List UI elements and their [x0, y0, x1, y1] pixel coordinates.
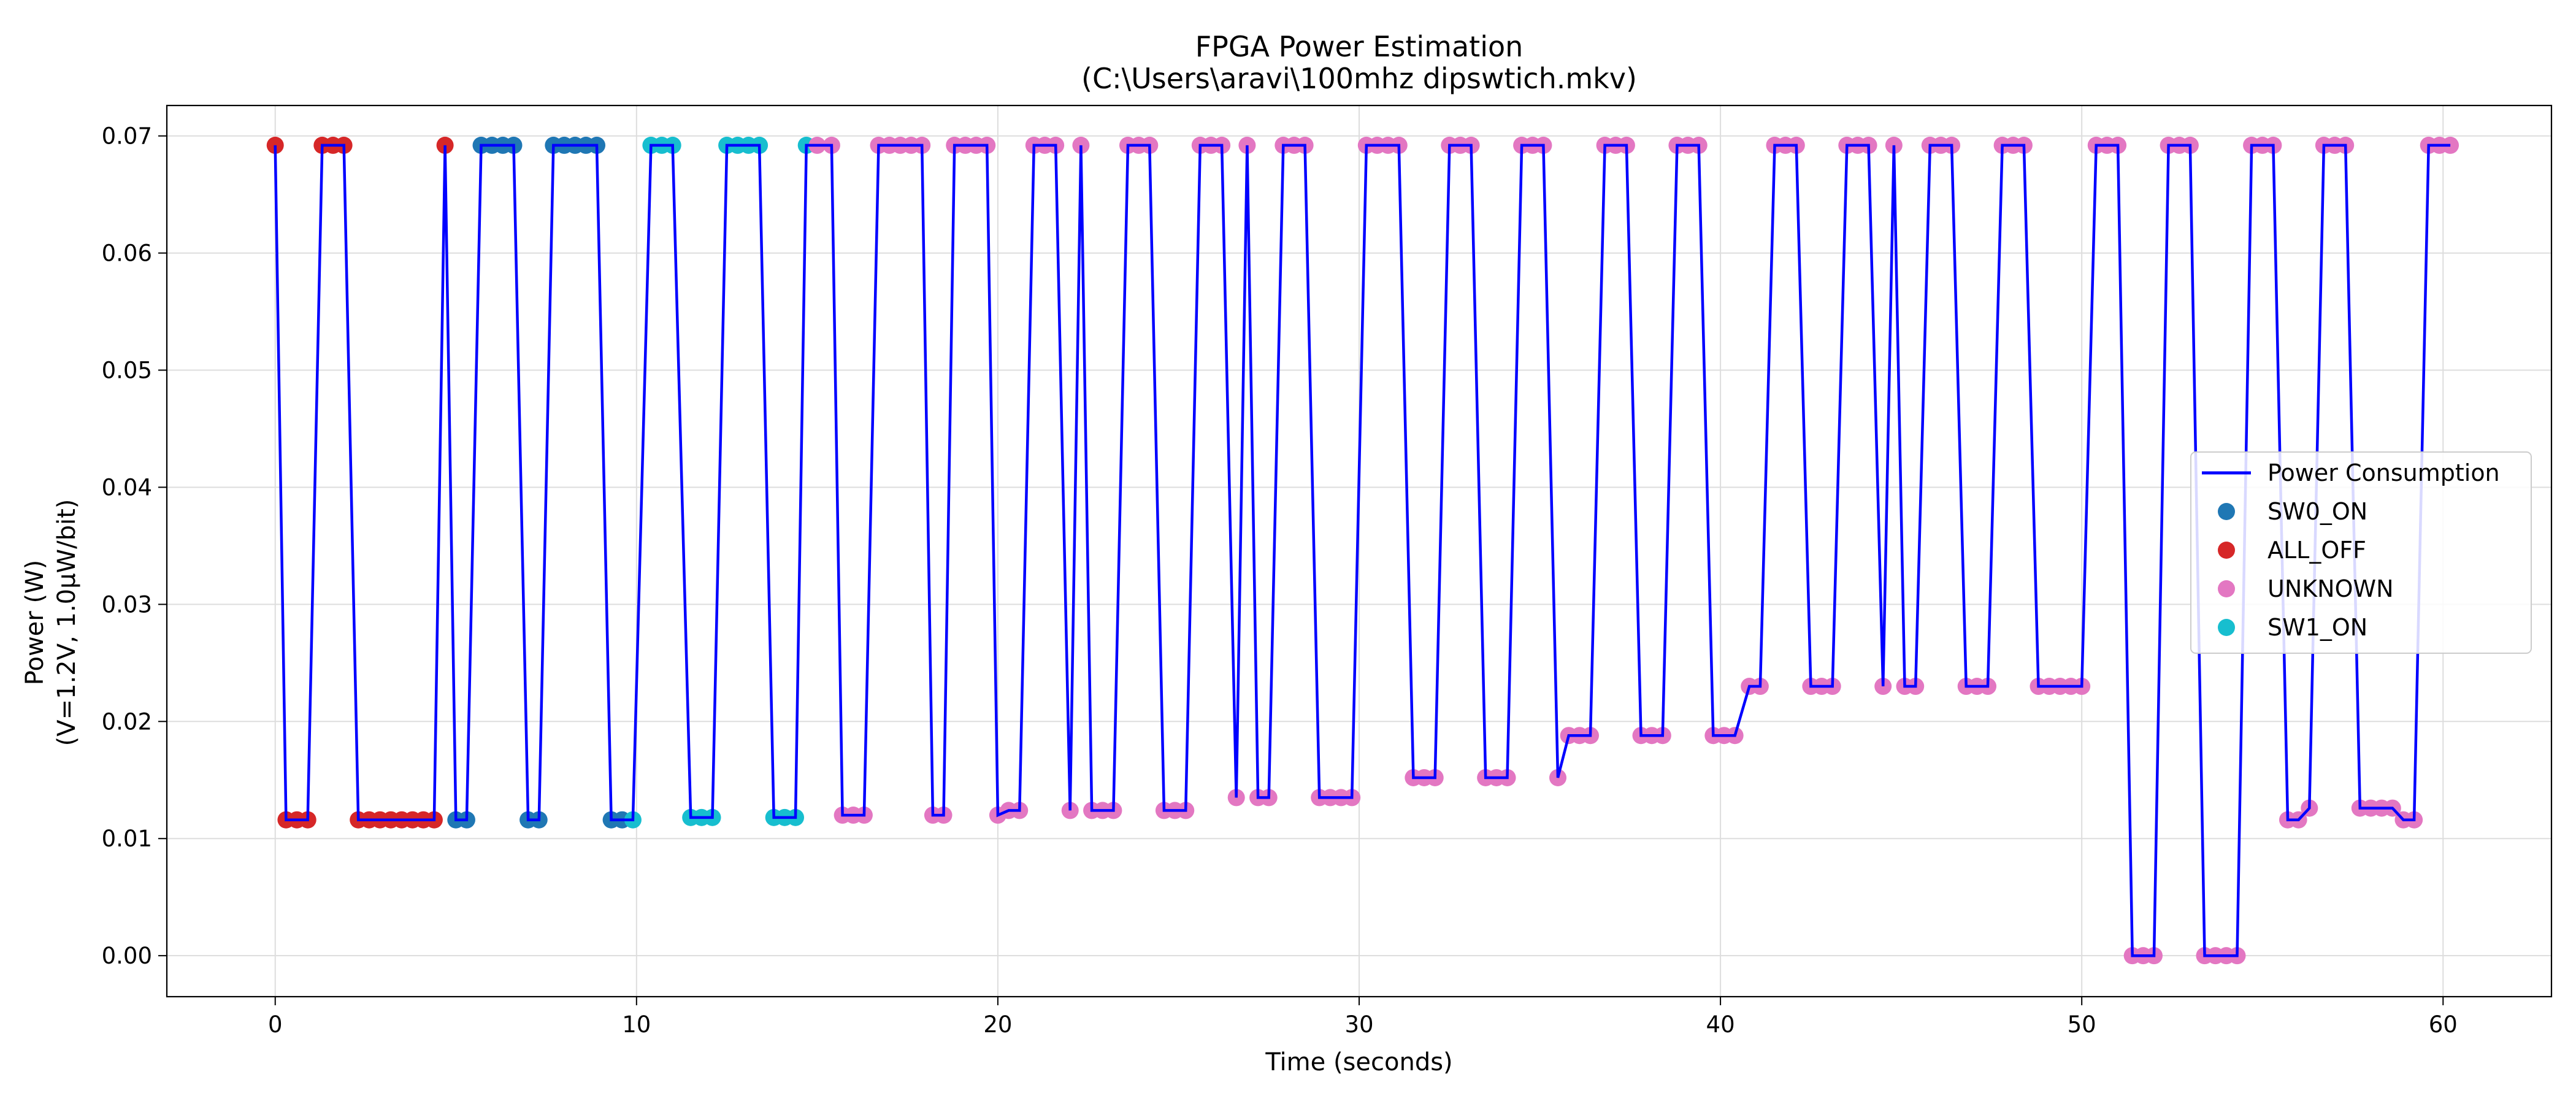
y-tick-label: 0.03 [102, 591, 152, 618]
grid-lines [167, 105, 2551, 997]
x-tick-label: 20 [983, 1011, 1012, 1038]
x-tick-label: 40 [1706, 1011, 1735, 1038]
x-tick-label: 10 [622, 1011, 651, 1038]
legend-marker-swatch [2218, 542, 2235, 559]
y-tick-label: 0.01 [102, 826, 152, 852]
y-tick-label: 0.02 [102, 708, 152, 735]
legend-marker-swatch [2218, 580, 2235, 597]
legend-item-sw1-on: SW1_ON [2218, 614, 2367, 641]
y-axis-label: Power (W) [21, 560, 49, 685]
x-tick-label: 60 [2429, 1011, 2458, 1038]
y-tick-label: 0.04 [102, 474, 152, 500]
y-tick-label: 0.07 [102, 123, 152, 150]
legend: Power Consumption SW0_ON ALL_OFF UNKNOWN SW1… [2190, 451, 2532, 654]
y-tick-label: 0.05 [102, 358, 152, 384]
legend-item-all-off: ALL_OFF [2218, 537, 2366, 564]
chart-subtitle: (C:\Users\aravi\100mhz dipswtich.mkv) [1081, 62, 1637, 95]
legend-item-unknown: UNKNOWN [2218, 575, 2394, 602]
y-axis-ticks: 0.00 0.01 0.02 0.03 0.04 0.05 0.06 0.07 [102, 123, 167, 969]
legend-item-power-consumption: Power Consumption [2202, 459, 2500, 486]
y-axis-label-units: (V=1.2V, 1.0µW/bit) [53, 499, 81, 746]
x-tick-label: 50 [2068, 1011, 2096, 1038]
legend-box [2190, 451, 2532, 654]
legend-label: SW0_ON [2267, 498, 2367, 525]
x-axis-label: Time (seconds) [1265, 1048, 1452, 1076]
legend-label: SW1_ON [2267, 614, 2367, 641]
chart-title: FPGA Power Estimation [1195, 30, 1524, 63]
y-tick-label: 0.00 [102, 943, 152, 969]
x-tick-label: 0 [268, 1011, 283, 1038]
x-axis-ticks: 0 10 20 30 40 50 60 [268, 997, 2458, 1038]
y-tick-label: 0.06 [102, 240, 152, 267]
legend-label: UNKNOWN [2267, 575, 2394, 602]
power-consumption-series-line [274, 144, 2451, 957]
legend-label: ALL_OFF [2267, 537, 2366, 564]
legend-marker-swatch [2218, 503, 2235, 520]
x-tick-label: 30 [1344, 1011, 1373, 1038]
legend-label: Power Consumption [2267, 459, 2500, 486]
legend-item-sw0-on: SW0_ON [2218, 498, 2367, 525]
legend-marker-swatch [2218, 619, 2235, 636]
